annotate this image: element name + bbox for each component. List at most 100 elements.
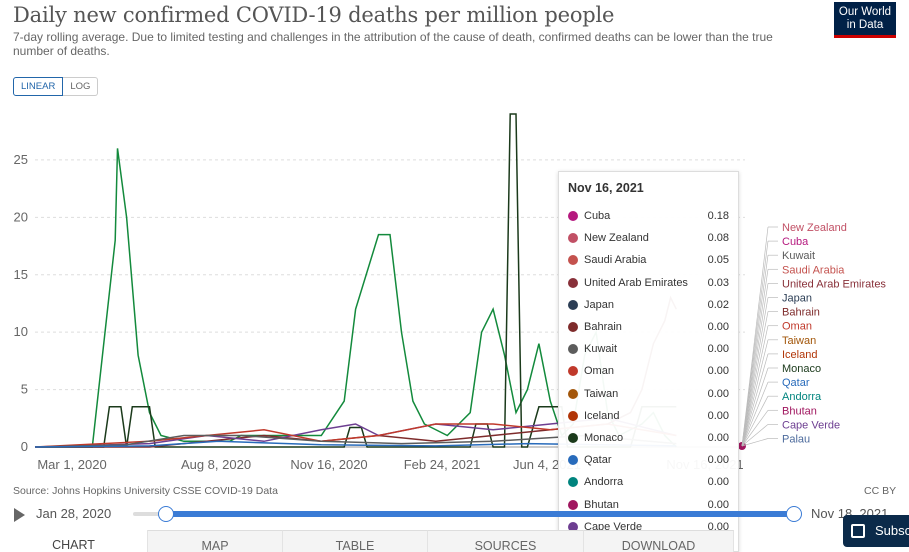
tooltip-row: Taiwan 0.00 <box>568 383 729 405</box>
owid-logo[interactable]: Our World in Data <box>834 2 896 38</box>
tab-map[interactable]: MAP <box>148 530 283 552</box>
y-tick-label: 0 <box>21 439 28 454</box>
log-scale-button[interactable]: LOG <box>63 77 99 96</box>
tooltip-row: Iceland 0.00 <box>568 405 729 427</box>
x-tick-label: Nov 16, 2020 <box>290 457 367 472</box>
tooltip-value: 0.02 <box>707 298 729 311</box>
tooltip-value: 0.00 <box>707 343 729 356</box>
tooltip-row: Bhutan 0.00 <box>568 493 729 515</box>
legend-connector <box>741 311 769 447</box>
tooltip-row: Andorra 0.00 <box>568 471 729 493</box>
legend-entry-oman[interactable]: Oman <box>782 321 812 333</box>
legend-entry-cuba[interactable]: Cuba <box>782 236 809 248</box>
subscribe-icon <box>851 524 865 538</box>
timeline-end-handle[interactable] <box>786 506 802 522</box>
tooltip-row: Cape Verde 0.00 <box>568 516 729 538</box>
tab-table[interactable]: TABLE <box>283 530 428 552</box>
tooltip-country-name: Saudi Arabia <box>584 254 647 267</box>
tooltip-country-name: New Zealand <box>584 232 649 245</box>
series-color-dot <box>568 521 578 532</box>
tab-sources[interactable]: SOURCES <box>428 530 584 552</box>
legend-connector <box>741 269 769 447</box>
tooltip-value: 0.00 <box>707 321 729 334</box>
license-link[interactable]: CC BY <box>864 485 897 497</box>
tooltip-row: Kuwait 0.00 <box>568 338 729 360</box>
tooltip-value: 0.00 <box>707 365 729 378</box>
tooltip-row: United Arab Emirates 0.03 <box>568 272 729 294</box>
subscribe-label: Subscribe <box>875 523 909 538</box>
tooltip-value: 0.00 <box>707 520 729 533</box>
legend-entry-taiwan[interactable]: Taiwan <box>782 335 816 347</box>
y-tick-label: 15 <box>14 267 28 282</box>
linear-scale-button[interactable]: LINEAR <box>13 77 64 96</box>
legend-connector <box>741 381 769 447</box>
tab-download[interactable]: DOWNLOAD <box>584 530 734 552</box>
legend-entry-iceland[interactable]: Iceland <box>782 349 817 361</box>
tooltip-country-name: United Arab Emirates <box>584 276 688 289</box>
series-color-dot <box>568 477 578 488</box>
tooltip-value: 0.03 <box>707 276 729 289</box>
legend-entry-new-zealand[interactable]: New Zealand <box>782 222 847 234</box>
legend-connector <box>741 396 769 447</box>
x-tick-label: Aug 8, 2020 <box>181 457 251 472</box>
tooltip-country-name: Bahrain <box>584 321 622 334</box>
legend-entry-qatar[interactable]: Qatar <box>782 377 810 389</box>
x-tick-label: Mar 1, 2020 <box>37 457 106 472</box>
legend-connector <box>741 283 769 447</box>
legend-entry-united-arab-emirates[interactable]: United Arab Emirates <box>782 278 886 290</box>
series-color-dot <box>568 277 578 288</box>
series-line-kuwait <box>34 434 677 448</box>
subscribe-button[interactable]: Subscribe <box>843 515 909 547</box>
legend-connector <box>741 339 769 447</box>
legend-entry-andorra[interactable]: Andorra <box>782 391 822 403</box>
legend-entry-cape-verde[interactable]: Cape Verde <box>782 419 840 431</box>
chart-subtitle: 7-day rolling average. Due to limited te… <box>13 30 773 58</box>
tooltip-country-name: Monaco <box>584 431 624 444</box>
series-color-dot <box>568 255 578 266</box>
timeline-start-handle[interactable] <box>158 506 174 522</box>
legend-entry-saudi-arabia[interactable]: Saudi Arabia <box>782 264 845 276</box>
timeline-start-date: Jan 28, 2020 <box>36 506 112 521</box>
logo-line-1: Our World <box>838 6 892 18</box>
scale-toggle: LINEAR LOG <box>13 77 99 96</box>
tooltip-row: New Zealand 0.08 <box>568 227 729 249</box>
tooltip-value: 0.00 <box>707 431 729 444</box>
tooltip-value: 0.00 <box>707 387 729 400</box>
tooltip-country-name: Andorra <box>584 476 624 489</box>
tooltip-value: 0.00 <box>707 409 729 422</box>
tooltip-value: 0.00 <box>707 454 729 467</box>
y-tick-label: 20 <box>14 209 28 224</box>
legend-connector <box>741 353 769 447</box>
tooltip-country-name: Bhutan <box>584 498 619 511</box>
legend-entry-bahrain[interactable]: Bahrain <box>782 307 820 319</box>
legend-entry-bhutan[interactable]: Bhutan <box>782 405 817 417</box>
tooltip-value: 0.00 <box>707 476 729 489</box>
legend-entry-japan[interactable]: Japan <box>782 293 812 305</box>
logo-line-2: in Data <box>846 19 884 31</box>
tab-bar: CHART MAP TABLE SOURCES DOWNLOAD <box>0 530 909 552</box>
source-note[interactable]: Source: Johns Hopkins University CSSE CO… <box>13 485 278 497</box>
hover-tooltip: Nov 16, 2021 Cuba 0.18 New Zealand 0.08 Saud… <box>558 171 739 552</box>
timeline-selected-range[interactable] <box>166 511 794 517</box>
play-icon[interactable] <box>14 508 25 522</box>
tooltip-row: Cuba 0.18 <box>568 205 729 227</box>
tab-chart[interactable]: CHART <box>0 530 148 552</box>
tooltip-country-name: Iceland <box>584 409 620 422</box>
tooltip-row: Qatar 0.00 <box>568 449 729 471</box>
line-chart[interactable]: 0 5 10 15 20 25 Mar 1, 2020 Aug 8, 2020 Nov 16,… <box>0 100 909 480</box>
series-color-dot <box>568 388 578 399</box>
legend-entry-monaco[interactable]: Monaco <box>782 363 821 375</box>
legend-entry-palau[interactable]: Palau <box>782 434 810 446</box>
tooltip-country-name: Cape Verde <box>584 520 643 533</box>
legend-entry-kuwait[interactable]: Kuwait <box>782 250 815 262</box>
legend: New Zealand Cuba Kuwait Saudi Arabia United … <box>741 222 886 447</box>
x-tick-label: Feb 24, 2021 <box>404 457 481 472</box>
series-color-dot <box>568 499 578 510</box>
y-tick-label: 10 <box>14 324 28 339</box>
series-color-dot <box>568 432 578 443</box>
tooltip-value: 0.00 <box>707 498 729 511</box>
tooltip-country-name: Cuba <box>584 210 611 223</box>
series-color-dot <box>568 455 578 466</box>
tooltip-country-name: Taiwan <box>584 387 619 400</box>
series-color-dot <box>568 410 578 421</box>
